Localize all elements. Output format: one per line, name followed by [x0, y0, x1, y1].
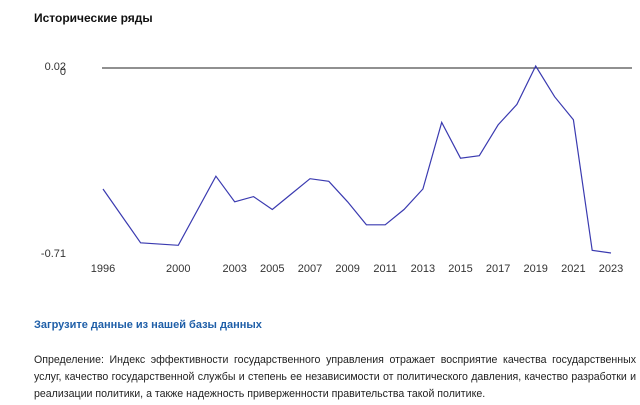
x-tick-label: 2015: [448, 263, 472, 275]
x-tick-label: 1996: [91, 263, 115, 275]
x-tick-label: 2013: [411, 263, 435, 275]
x-tick-label: 2003: [222, 263, 246, 275]
x-tick-label: 2021: [561, 263, 585, 275]
x-tick-label: 2011: [373, 263, 397, 275]
y-tick-label: 0: [60, 66, 66, 78]
x-tick-label: 2019: [523, 263, 547, 275]
chart-title: Исторические ряды: [34, 11, 153, 25]
x-tick-label: 2005: [260, 263, 284, 275]
x-tick-label: 2017: [486, 263, 510, 275]
x-tick-label: 2007: [298, 263, 322, 275]
definition-text: Определение: Индекс эффективности госуда…: [34, 354, 636, 400]
x-tick-label: 2000: [166, 263, 190, 275]
x-tick-label: 2023: [599, 263, 623, 275]
x-tick-label: 2009: [335, 263, 359, 275]
x-axis: 1996 2000 2003 2005 2007 2009 2011 2013 2015 2017…: [91, 263, 623, 275]
line-chart: 0.020 -0.71 1996 2000 2003 2005 2007 2009 2011 2…: [41, 61, 632, 275]
y-tick-label: -0.71: [41, 248, 66, 260]
y-axis: 0.020 -0.71: [41, 61, 66, 260]
download-data-link[interactable]: Загрузите данные из нашей базы данных: [34, 319, 262, 331]
series-line[interactable]: [102, 64, 612, 254]
y-tick-label: 0.02: [45, 61, 66, 73]
